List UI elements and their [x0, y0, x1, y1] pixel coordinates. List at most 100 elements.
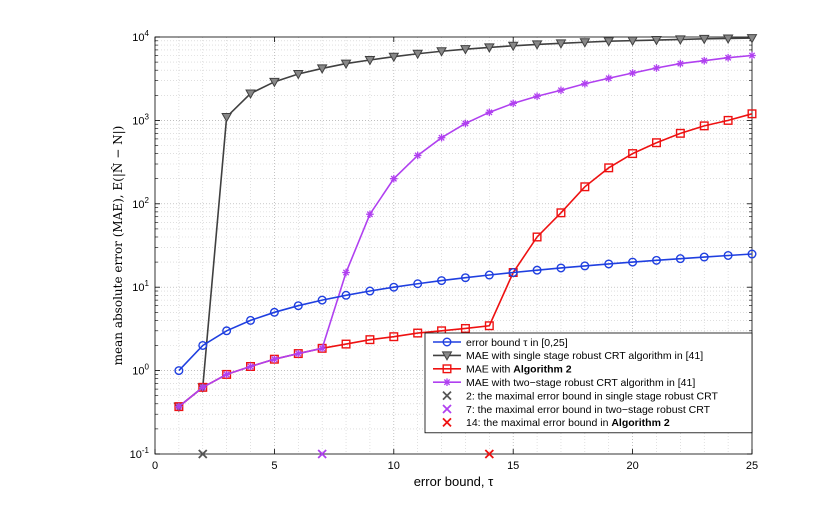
x-tick-label: 0 [152, 460, 158, 472]
y-tick-label: 100 [132, 363, 149, 378]
data-point [557, 86, 565, 95]
data-point [604, 259, 614, 269]
axis-ticks: 0 5 10 15 20 25 10-1 100 101 102 103 104 [130, 29, 759, 472]
series-3 [175, 51, 756, 411]
data-point [724, 53, 732, 62]
data-point [627, 36, 638, 47]
legend-entry: MAE with single stage robust CRT algorit… [433, 350, 703, 362]
data-point [460, 323, 470, 333]
data-point [651, 36, 662, 46]
data-point [484, 321, 494, 331]
legend-box [424, 332, 753, 434]
data-point [675, 35, 686, 45]
data-point [245, 89, 256, 100]
data-point [390, 174, 398, 183]
data-point [460, 273, 470, 283]
data-point [555, 39, 567, 49]
y-tick-label: 103 [132, 112, 149, 127]
data-point [533, 92, 541, 101]
data-point [723, 115, 733, 125]
legend-entry: 14: the maximal error bound in Algorithm… [442, 417, 670, 429]
y-tick-label: 104 [132, 29, 149, 44]
data-point [294, 349, 303, 358]
data-point [316, 64, 328, 74]
legend-entry: 7: the maximal error bound in two−stage … [442, 404, 711, 416]
data-point [221, 112, 232, 123]
data-point [269, 77, 280, 88]
data-point [604, 74, 613, 83]
data-point [700, 56, 709, 65]
series-0 [174, 249, 757, 376]
data-point [412, 49, 424, 60]
data-point [484, 270, 494, 280]
data-point [389, 282, 399, 292]
legend-marker [442, 337, 452, 347]
data-point [699, 121, 709, 131]
legend-marker [443, 378, 451, 386]
x-tick-label: 25 [746, 460, 758, 472]
data-point [341, 290, 351, 300]
data-point [651, 255, 661, 265]
data-point [365, 335, 375, 345]
data-point [580, 261, 590, 271]
data-point [293, 301, 303, 311]
axis-x-mark [317, 449, 327, 459]
data-point [365, 286, 375, 296]
axis-x-mark [198, 449, 208, 459]
legend-marker [442, 364, 452, 374]
data-point [556, 208, 566, 218]
data-point [581, 79, 589, 88]
data-point [318, 344, 326, 353]
data-point [748, 51, 756, 60]
data-point [531, 40, 543, 50]
data-point [246, 315, 256, 325]
x-tick-label: 10 [388, 460, 400, 472]
data-point [747, 109, 757, 119]
data-point [628, 69, 637, 77]
data-point [507, 41, 519, 52]
legend-marker [442, 390, 452, 401]
legend-label: MAE with single stage robust CRT algorit… [466, 350, 703, 362]
data-point [675, 128, 685, 138]
x-tick-label: 15 [507, 460, 519, 472]
legend-entry: 2: the maximal error bound in single sta… [442, 390, 719, 402]
data-point [651, 138, 661, 148]
legend: error bound τ in [0,25]MAE with single s… [424, 332, 753, 434]
data-point [292, 70, 304, 80]
legend-label: 2: the maximal error bound in single sta… [466, 390, 719, 402]
legend-entry: MAE with Algorithm 2 [433, 364, 572, 376]
data-point [198, 340, 208, 350]
legend-label: 14: the maximal error bound in Algorithm… [466, 417, 670, 429]
data-point [436, 47, 447, 57]
legend-label: MAE with Algorithm 2 [466, 364, 572, 376]
data-point [461, 119, 470, 128]
data-point [603, 37, 615, 47]
data-point [342, 268, 350, 277]
x-tick-label: 5 [271, 460, 277, 472]
x-axis-title: error bound, τ [414, 474, 494, 489]
data-point [604, 163, 614, 173]
axis-marks [198, 449, 494, 459]
legend-label: MAE with two−stage robust CRT algorithm … [466, 377, 695, 389]
data-point [270, 355, 279, 363]
data-point [628, 149, 638, 159]
data-point [699, 252, 709, 262]
y-tick-label: 10-1 [130, 446, 150, 461]
data-point [413, 328, 423, 338]
data-point [532, 265, 542, 275]
data-point [174, 366, 184, 376]
data-point [483, 43, 495, 53]
legend-marker [441, 351, 453, 361]
data-point [388, 52, 400, 63]
data-point [437, 133, 446, 142]
data-point [340, 59, 352, 70]
data-point [198, 383, 207, 392]
data-point [508, 268, 518, 278]
grid [155, 37, 752, 454]
data-point [652, 64, 661, 72]
data-point [747, 249, 757, 259]
data-point [437, 276, 447, 286]
legend-marker [442, 417, 452, 428]
legend-label: 7: the maximal error bound in two−stage … [466, 404, 711, 416]
